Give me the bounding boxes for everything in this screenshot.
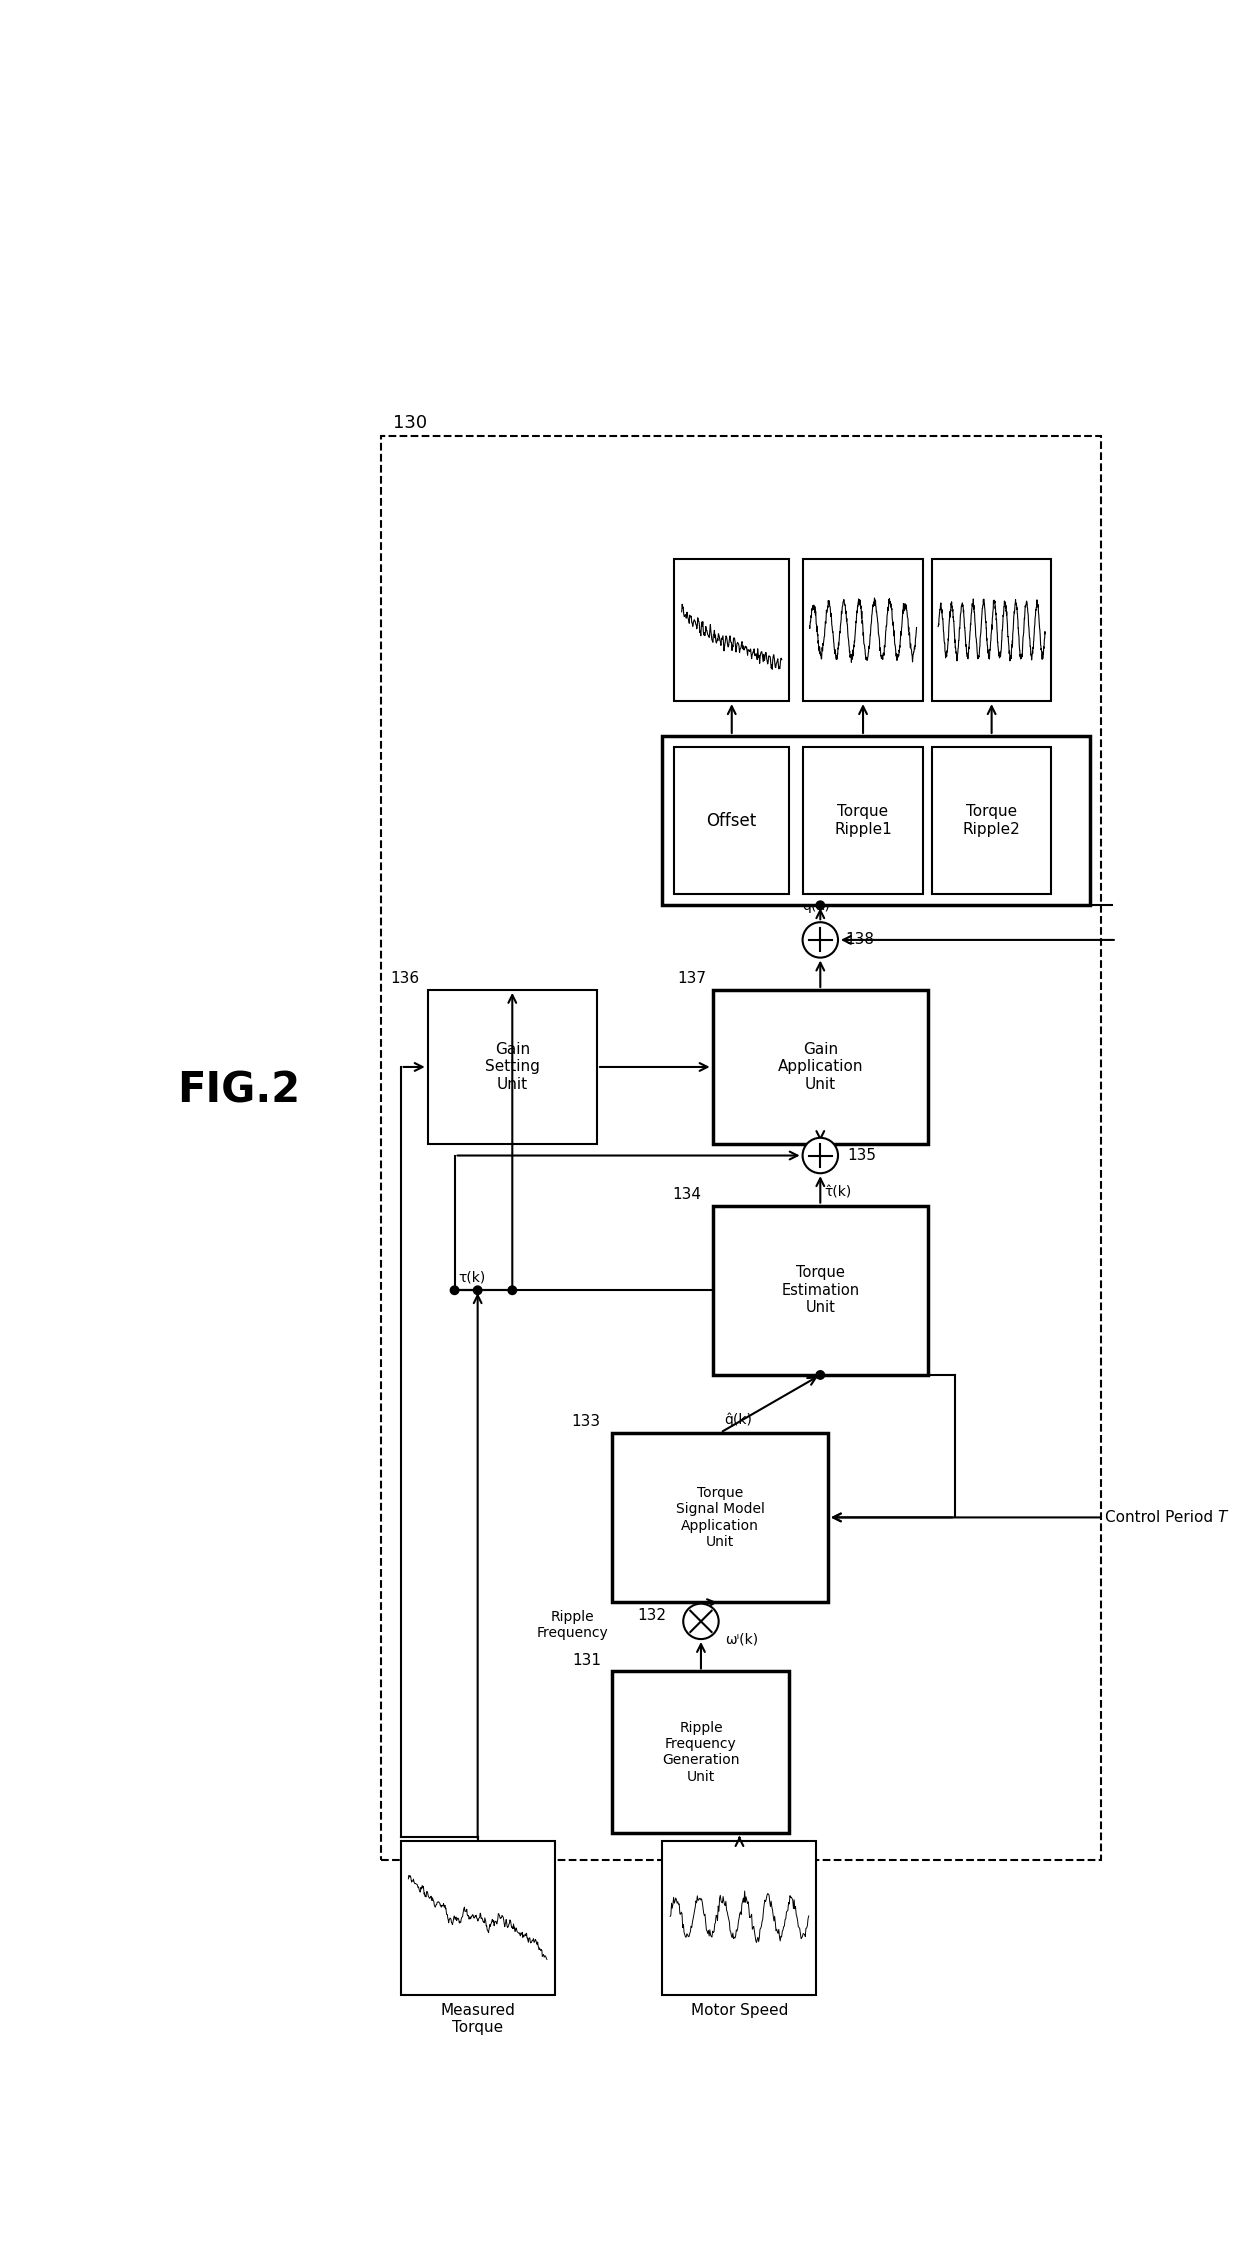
Text: Gain
Application
Unit: Gain Application Unit bbox=[777, 1041, 863, 1091]
Text: T: T bbox=[1216, 1509, 1226, 1525]
Circle shape bbox=[508, 1285, 517, 1294]
Bar bbox=[932, 747, 1052, 894]
Text: 135: 135 bbox=[847, 1147, 877, 1163]
Text: τ̂(k): τ̂(k) bbox=[825, 1186, 852, 1199]
Bar bbox=[401, 1840, 554, 1994]
Text: ωᴵ(k): ωᴵ(k) bbox=[725, 1634, 759, 1647]
Text: Torque
Ripple1: Torque Ripple1 bbox=[835, 803, 892, 837]
Text: FIG.2: FIG.2 bbox=[177, 1068, 300, 1111]
Text: 130: 130 bbox=[393, 414, 427, 432]
Text: Torque
Signal Model
Application
Unit: Torque Signal Model Application Unit bbox=[676, 1487, 765, 1548]
Text: 137: 137 bbox=[677, 971, 707, 987]
Circle shape bbox=[450, 1285, 459, 1294]
Bar bbox=[675, 747, 790, 894]
Bar bbox=[932, 559, 1052, 702]
Bar bbox=[428, 989, 596, 1145]
Text: 138: 138 bbox=[844, 932, 874, 948]
Circle shape bbox=[802, 1138, 838, 1172]
Text: q̅(k): q̅(k) bbox=[802, 898, 831, 912]
Text: Motor Speed: Motor Speed bbox=[691, 2003, 789, 2019]
Text: Torque
Ripple2: Torque Ripple2 bbox=[962, 803, 1021, 837]
Text: q̂(k): q̂(k) bbox=[724, 1412, 751, 1426]
Bar bbox=[713, 1206, 928, 1376]
Bar bbox=[613, 1672, 790, 1833]
Circle shape bbox=[816, 901, 825, 910]
Circle shape bbox=[802, 923, 838, 957]
Text: τ(k): τ(k) bbox=[459, 1270, 486, 1283]
Bar bbox=[662, 1840, 816, 1994]
Text: Ripple
Frequency: Ripple Frequency bbox=[537, 1609, 609, 1641]
Bar bbox=[804, 559, 923, 702]
Text: 134: 134 bbox=[672, 1186, 701, 1202]
Bar bbox=[613, 1432, 828, 1602]
Text: Ripple
Frequency
Generation
Unit: Ripple Frequency Generation Unit bbox=[662, 1720, 740, 1783]
Text: Control Period: Control Period bbox=[1105, 1509, 1218, 1525]
Text: Measured
Torque: Measured Torque bbox=[440, 2003, 515, 2034]
Text: Offset: Offset bbox=[707, 812, 756, 831]
Text: Torque
Estimation
Unit: Torque Estimation Unit bbox=[781, 1265, 859, 1315]
Text: 136: 136 bbox=[391, 971, 420, 987]
Bar bbox=[675, 559, 790, 702]
Bar bbox=[382, 434, 1101, 1860]
Circle shape bbox=[474, 1285, 482, 1294]
Text: 132: 132 bbox=[637, 1607, 666, 1623]
Bar bbox=[804, 747, 923, 894]
Text: Gain
Setting
Unit: Gain Setting Unit bbox=[485, 1041, 539, 1091]
Circle shape bbox=[816, 1371, 825, 1378]
Bar bbox=[713, 989, 928, 1145]
Text: 131: 131 bbox=[572, 1652, 601, 1668]
Bar bbox=[662, 735, 1090, 905]
Circle shape bbox=[683, 1604, 719, 1638]
Text: 133: 133 bbox=[572, 1414, 601, 1428]
